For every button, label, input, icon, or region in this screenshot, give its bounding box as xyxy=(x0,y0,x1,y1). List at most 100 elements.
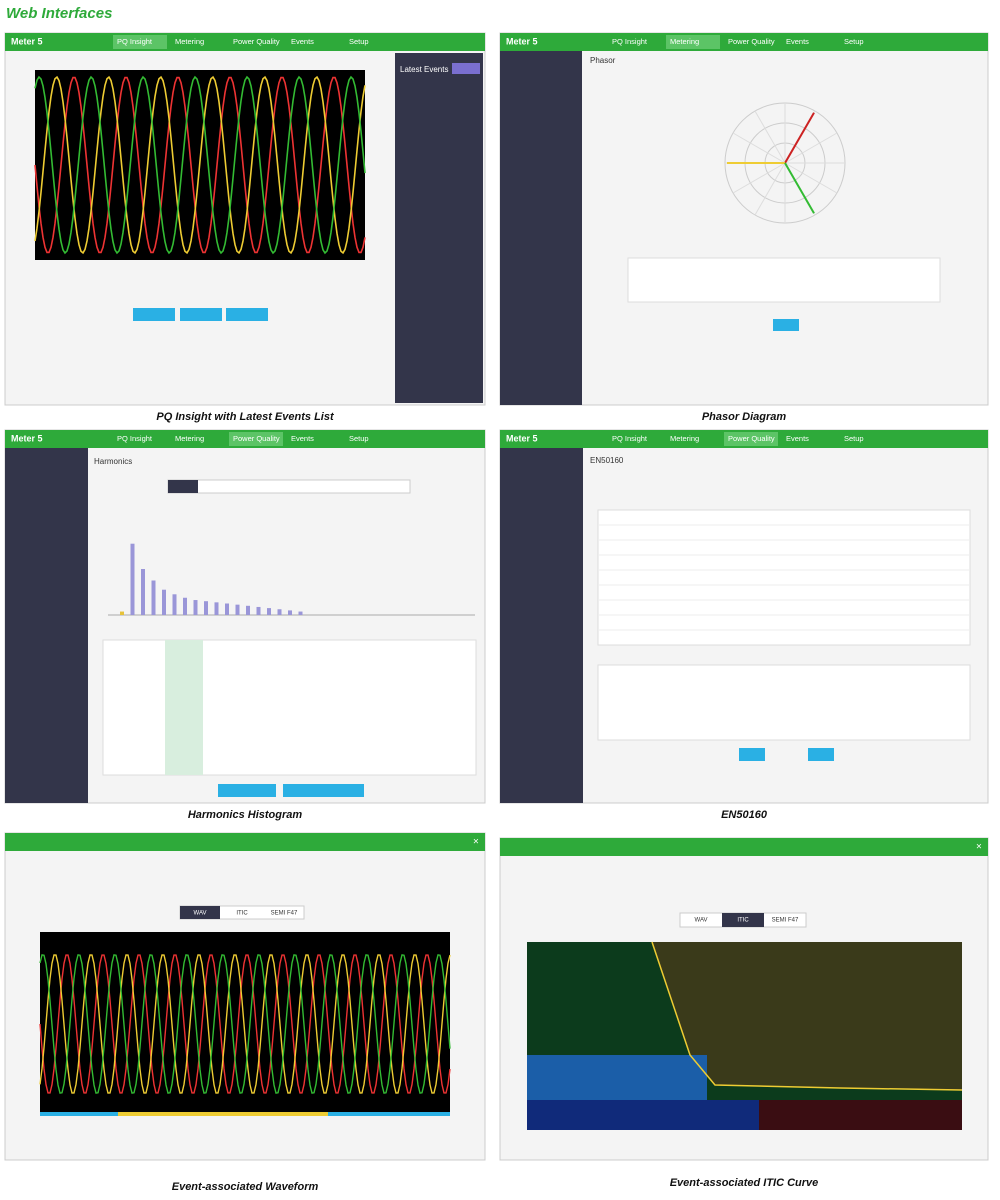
nav-item[interactable]: Setup xyxy=(349,37,369,46)
events-sidebar xyxy=(395,53,483,403)
nav-item[interactable]: Power Quality xyxy=(728,434,775,443)
histogram-bar xyxy=(162,589,166,615)
caption: Harmonics Histogram xyxy=(188,809,303,821)
tab[interactable]: WAV xyxy=(194,911,207,917)
nav-item[interactable]: Events xyxy=(786,434,809,443)
histogram-bar xyxy=(183,597,187,615)
header-bar xyxy=(5,833,485,851)
waveform xyxy=(39,954,451,1094)
nav-item[interactable]: Setup xyxy=(844,434,864,443)
itic-red xyxy=(759,1100,962,1130)
polar-spoke xyxy=(784,132,838,164)
tab[interactable]: SEMI F47 xyxy=(271,911,298,917)
panel-title: EN50160 xyxy=(590,456,624,465)
waveform xyxy=(34,76,366,254)
polar-spoke xyxy=(732,162,786,194)
waveform xyxy=(39,954,451,1094)
nav-item[interactable]: Metering xyxy=(175,434,204,443)
timeline-dip xyxy=(118,1112,328,1116)
page-title: Web Interfaces xyxy=(6,5,112,22)
table xyxy=(597,664,971,741)
brand: Meter 5 xyxy=(506,36,538,46)
button[interactable] xyxy=(739,748,765,761)
button[interactable] xyxy=(180,308,222,321)
button[interactable] xyxy=(218,784,276,797)
tab[interactable]: WAV xyxy=(695,918,708,924)
panel-title: Harmonics xyxy=(94,457,132,466)
histogram-bar xyxy=(277,609,282,615)
nav-item[interactable]: Metering xyxy=(670,434,699,443)
waveform xyxy=(34,75,366,255)
histogram-bar xyxy=(225,603,229,615)
histogram-bar xyxy=(256,606,261,615)
histogram-bar xyxy=(267,608,271,615)
nav-item[interactable]: Power Quality xyxy=(233,37,280,46)
histogram-bar xyxy=(172,594,177,615)
tab[interactable]: SEMI F47 xyxy=(772,918,799,924)
histogram-bar xyxy=(235,604,240,615)
waveform xyxy=(39,954,451,1094)
sidebar xyxy=(5,448,88,803)
histogram-bar xyxy=(214,602,219,615)
nav-item[interactable]: Events xyxy=(291,434,314,443)
itic-line xyxy=(651,941,963,1091)
polar-spoke xyxy=(732,132,786,164)
histogram-bar xyxy=(246,605,250,615)
polar-spoke xyxy=(754,162,786,216)
close[interactable]: × xyxy=(473,837,479,848)
button[interactable] xyxy=(336,784,364,797)
caption: Phasor Diagram xyxy=(702,411,787,423)
tab-active xyxy=(168,480,198,493)
brand: Meter 5 xyxy=(506,433,538,443)
header-bar xyxy=(500,838,988,856)
histogram-bar xyxy=(298,611,303,615)
tab-active xyxy=(180,906,220,919)
tab[interactable]: ITIC xyxy=(236,911,248,917)
tab-bar xyxy=(167,479,411,494)
sidebar xyxy=(500,51,582,405)
caption: Event-associated ITIC Curve xyxy=(670,1177,819,1189)
nav-active xyxy=(113,35,167,49)
histogram-bar xyxy=(120,611,124,615)
polar-spoke xyxy=(754,110,786,164)
polar-spoke xyxy=(784,162,838,194)
itic-blue xyxy=(527,1055,707,1100)
nav-item[interactable]: Metering xyxy=(175,37,204,46)
brand: Meter 5 xyxy=(11,433,43,443)
histogram-bar xyxy=(193,600,198,615)
tab[interactable]: ITIC xyxy=(737,918,749,924)
button[interactable] xyxy=(283,784,341,797)
nav-item[interactable]: Setup xyxy=(349,434,369,443)
histogram-bar xyxy=(288,610,292,615)
nav-item[interactable]: PQ Insight xyxy=(117,434,153,443)
events-btn[interactable] xyxy=(452,63,480,74)
nav-item[interactable]: Metering xyxy=(670,37,699,46)
nav-active xyxy=(229,432,283,446)
nav-item[interactable]: Power Quality xyxy=(728,37,775,46)
nav-item[interactable]: Events xyxy=(291,37,314,46)
button[interactable] xyxy=(808,748,834,761)
button[interactable] xyxy=(226,308,268,321)
events-title: Latest Events xyxy=(400,65,448,74)
panel-title: Phasor xyxy=(590,56,616,65)
histogram-bar xyxy=(151,580,156,615)
itic-blue xyxy=(527,1100,759,1130)
button[interactable] xyxy=(133,308,175,321)
histogram-bar xyxy=(141,569,145,615)
close[interactable]: × xyxy=(976,842,982,853)
table-highlight xyxy=(165,640,203,775)
caption: Event-associated Waveform xyxy=(172,1181,319,1193)
histogram-bar xyxy=(204,601,208,615)
nav-item[interactable]: PQ Insight xyxy=(612,434,648,443)
nav-item[interactable]: Setup xyxy=(844,37,864,46)
phasor xyxy=(784,112,815,164)
histogram-bar xyxy=(130,543,135,615)
nav-item[interactable]: PQ Insight xyxy=(612,37,648,46)
nav-item[interactable]: Power Quality xyxy=(233,434,280,443)
button[interactable] xyxy=(773,319,799,331)
nav-item[interactable]: Events xyxy=(786,37,809,46)
caption: EN50160 xyxy=(721,809,768,821)
nav-item[interactable]: PQ Insight xyxy=(117,37,153,46)
tab-active xyxy=(722,913,764,927)
